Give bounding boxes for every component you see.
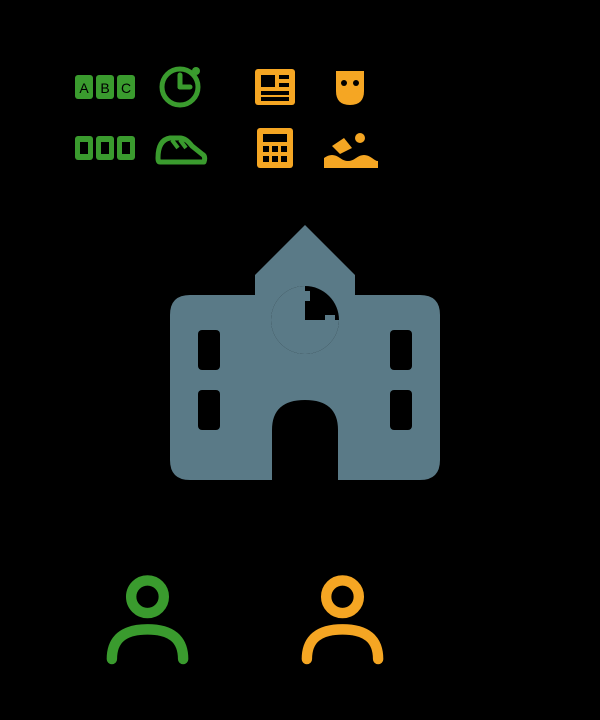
clock-outline-icon (146, 60, 216, 115)
news-icon (240, 60, 310, 115)
svg-text:B: B (100, 80, 109, 96)
green-icon-cluster: A B C (70, 60, 215, 175)
school-building-icon (160, 225, 450, 490)
theater-mask-icon (316, 60, 386, 115)
orange-icon-cluster (240, 60, 385, 175)
person-outline-icon (295, 570, 390, 670)
blocks-icon (70, 121, 140, 176)
swimmer-icon (316, 121, 386, 176)
svg-text:A: A (79, 80, 89, 96)
calculator-icon (240, 121, 310, 176)
abc-block-icon: A B C (70, 60, 140, 115)
person-row (100, 570, 390, 670)
person-outline-icon (100, 570, 195, 670)
shoe-icon (146, 121, 216, 176)
svg-text:C: C (121, 80, 131, 96)
